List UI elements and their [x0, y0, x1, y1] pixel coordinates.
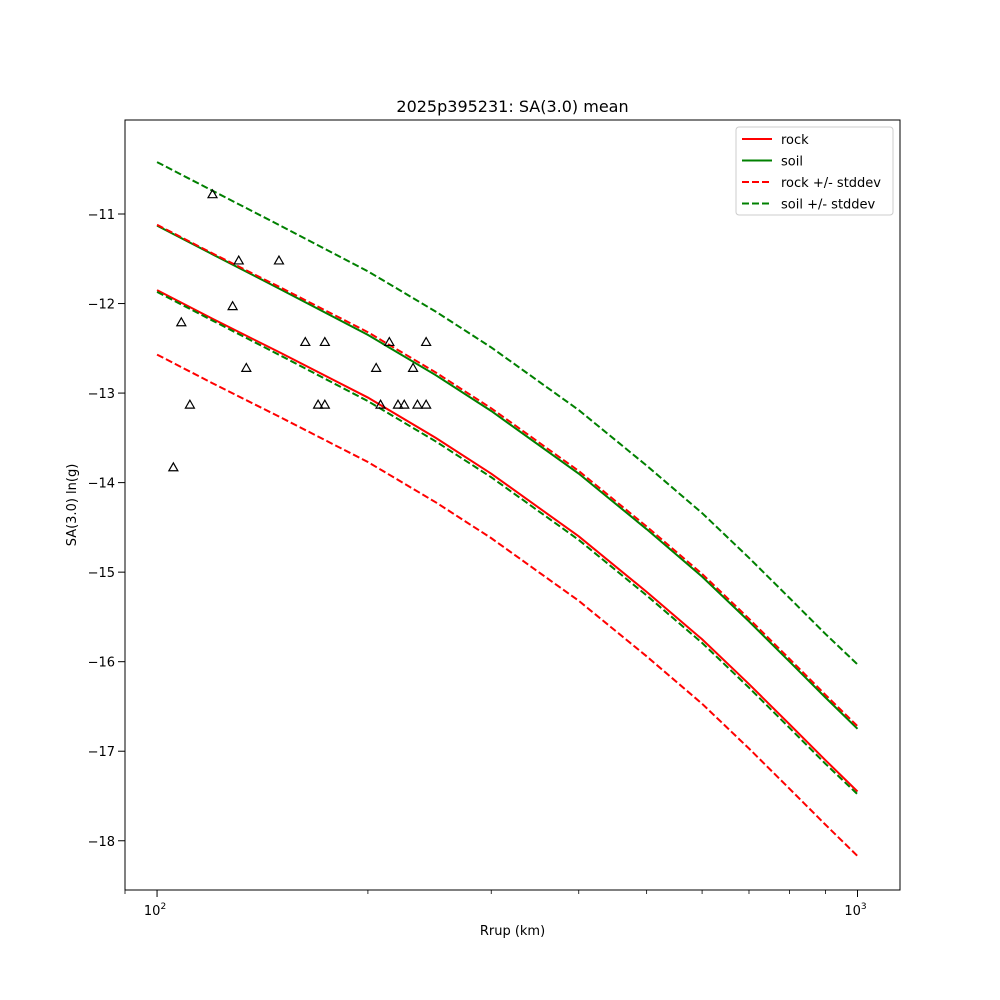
observation-point: [398, 399, 410, 409]
plot-frame: [124, 119, 901, 891]
observation-point: [167, 461, 179, 472]
x-tick-label: 103: [844, 902, 866, 919]
y-tick-label: −13: [88, 387, 115, 402]
series-line-rock-mean: [156, 289, 859, 793]
legend: rock soil rock +/- stddev soil +/- stddev: [735, 126, 894, 216]
legend-box: [735, 126, 894, 216]
observation-point: [411, 399, 424, 409]
series-line-rock-stddev-lower: [156, 353, 859, 857]
x-tick-label: 102: [144, 902, 166, 919]
observation-point: [175, 316, 187, 327]
y-tick-label: −11: [88, 208, 115, 223]
observation-point: [375, 399, 387, 409]
observation-point: [407, 362, 419, 372]
y-tick-label: −15: [88, 566, 115, 581]
y-tick-label: −16: [88, 656, 115, 671]
y-tick-label: −12: [88, 298, 115, 313]
observation-point: [184, 399, 196, 409]
observation-point: [383, 336, 395, 347]
legend-label: rock +/- stddev: [781, 176, 881, 191]
series-line-soil-stddev-upper: [156, 161, 859, 666]
legend-label: soil +/- stddev: [781, 198, 876, 213]
observation-point: [299, 336, 311, 347]
legend-label: rock: [781, 133, 809, 148]
observation-point: [227, 300, 239, 311]
observation-point: [312, 399, 324, 409]
legend-label: soil: [781, 155, 803, 170]
x-axis-label: Rrup (km): [480, 924, 545, 939]
observation-point: [273, 254, 285, 265]
observation-point: [319, 399, 331, 409]
observation-point: [319, 336, 331, 347]
observation-point: [370, 362, 382, 372]
y-axis-label: SA(3.0) ln(g): [65, 464, 80, 547]
y-tick-label: −18: [88, 835, 115, 850]
y-tick-label: −17: [88, 745, 115, 760]
y-tick-label: −14: [88, 477, 115, 492]
chart-title: 2025p395231: SA(3.0) mean: [396, 97, 628, 116]
series-line-rock-stddev-upper: [156, 223, 859, 727]
observation-point: [206, 188, 219, 199]
observation-point: [240, 362, 252, 372]
observation-points: [167, 188, 432, 472]
series-line-soil-mean: [156, 224, 859, 730]
observation-point: [420, 399, 432, 409]
series-line-soil-stddev-lower: [156, 291, 859, 795]
series-layer: [156, 161, 859, 857]
x-axis: 102 103: [124, 890, 867, 919]
observation-point: [233, 254, 245, 265]
observation-point: [420, 336, 432, 347]
y-axis: −11 −12 −13 −14 −15 −16 −17 −18: [88, 208, 125, 850]
observation-point: [392, 399, 404, 409]
